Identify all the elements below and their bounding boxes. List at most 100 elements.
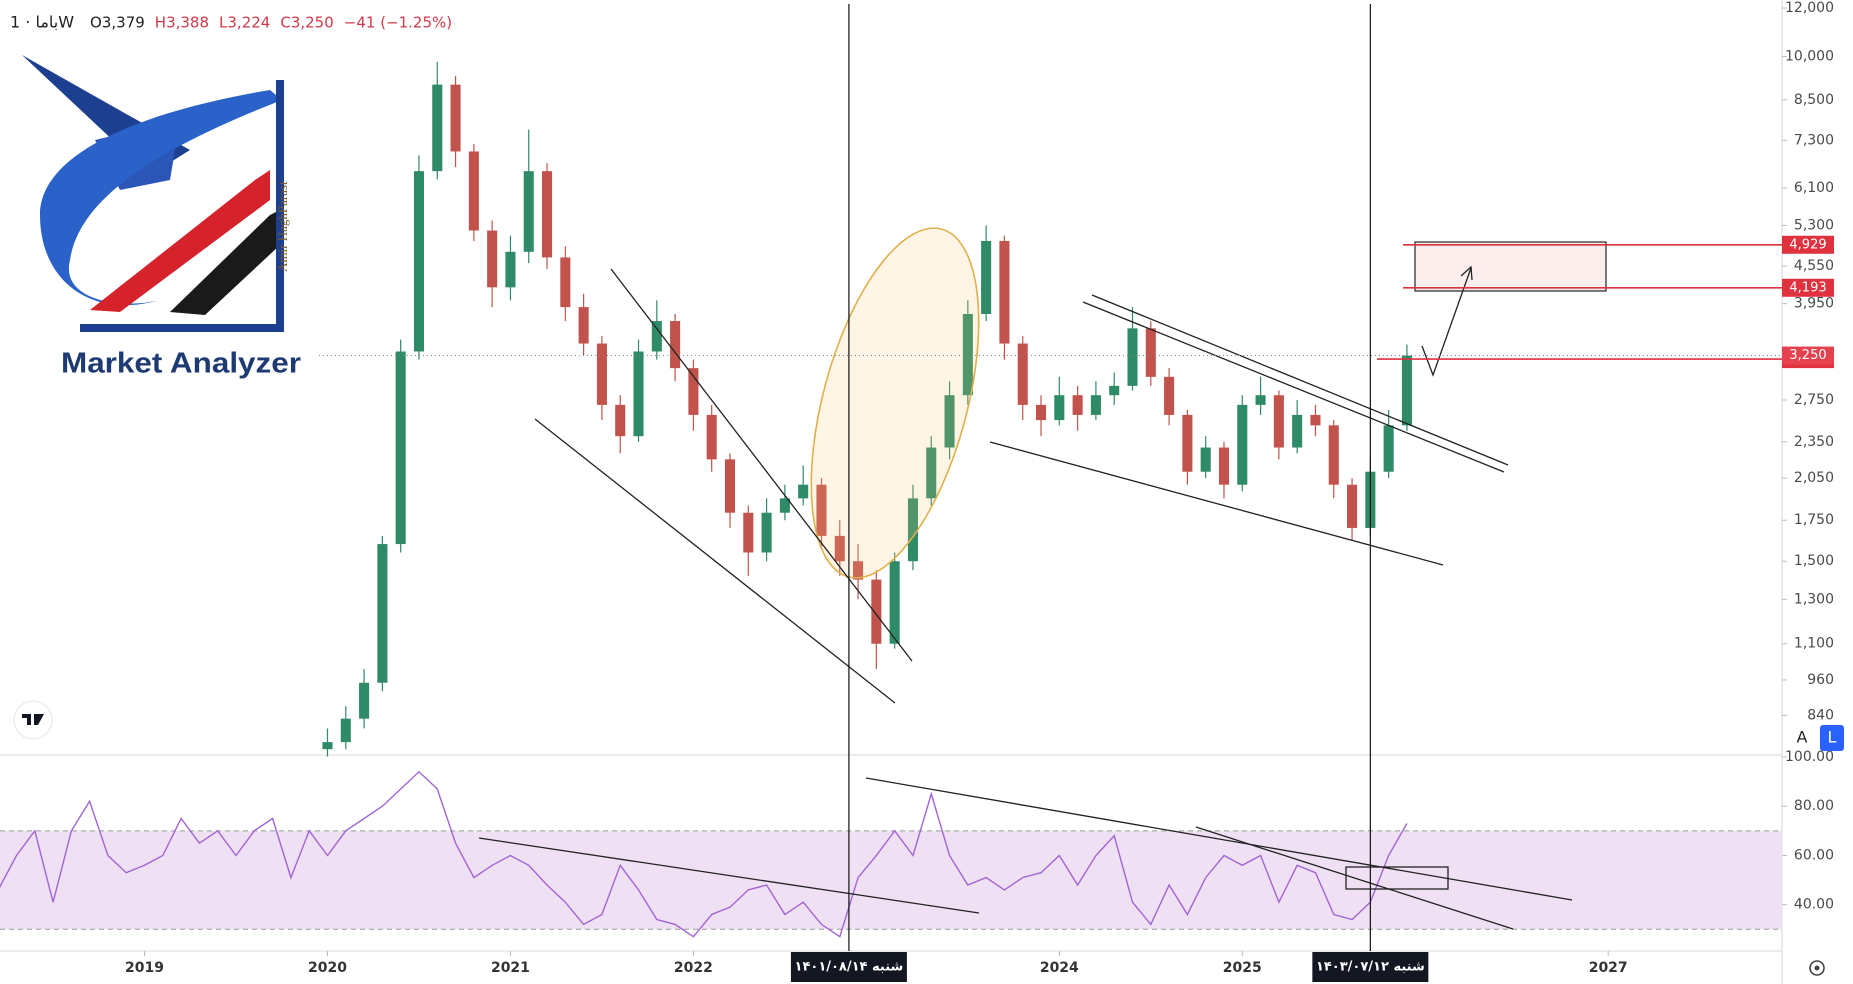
log-scale-button[interactable]: L	[1828, 728, 1837, 747]
candle-body	[523, 171, 534, 252]
x-tick-label: 2021	[491, 960, 530, 976]
candle-body	[1292, 414, 1303, 448]
rsi-band-layer	[0, 830, 1782, 930]
candle-body	[907, 498, 918, 562]
logo-stripe	[170, 210, 280, 315]
last-price-label: 3,250	[1789, 348, 1826, 363]
time-marker-bg	[790, 952, 907, 982]
rsi-trend-line	[1195, 826, 1514, 930]
projection-arrow	[1421, 267, 1472, 377]
highlight-ellipse	[810, 227, 980, 579]
rsi-band	[0, 830, 1782, 930]
rsi-tick-label: 100.00	[1785, 749, 1834, 765]
y-tick-label: 1,750	[1794, 512, 1834, 528]
candle-body	[871, 579, 882, 644]
candle-body	[889, 561, 900, 644]
x-tick-label: 2019	[125, 960, 164, 976]
time-marker-label: شنبه ۱۴۰۱/۰۸/۱۴	[795, 960, 904, 975]
candle-body	[560, 257, 571, 308]
candle-body	[615, 404, 626, 437]
candle-body	[450, 84, 461, 152]
y-tick-label: 12,000	[1785, 0, 1834, 16]
candle-body	[1200, 447, 1211, 472]
symbol-title: باما · 1W	[10, 13, 74, 32]
log-scale-button-bg[interactable]	[1820, 725, 1844, 751]
candle-body	[432, 84, 443, 172]
candle-body	[761, 512, 772, 553]
candle-body	[724, 459, 736, 513]
candle-body	[487, 230, 498, 288]
y-tick-label: 7,300	[1794, 132, 1834, 148]
price-label-bg	[1782, 235, 1834, 254]
x-tick-label: 2024	[1040, 960, 1079, 976]
legend-item: C3,250	[280, 14, 333, 32]
trend-line	[989, 441, 1444, 566]
auto-scale-button[interactable]: A	[1797, 728, 1808, 747]
candle-body	[1347, 484, 1358, 528]
rsi-line	[0, 770, 1408, 938]
trend-line	[534, 418, 896, 704]
settings-gear[interactable]	[1809, 960, 1825, 976]
x-tick-label: 2027	[1589, 960, 1628, 976]
candle-body	[1109, 385, 1120, 396]
y-tick-label: 4,550	[1794, 258, 1834, 274]
y-tick-label: 8,500	[1794, 92, 1834, 108]
ohlc-legend: O3,379 H3,388 L3,224 C3,250 −41 (−1.25%)	[90, 14, 452, 32]
candle-body	[1237, 404, 1248, 485]
candle-body	[1383, 425, 1394, 472]
candle-body	[962, 313, 973, 396]
candle-body	[1273, 395, 1284, 448]
candle-body	[1328, 425, 1339, 485]
candle-body	[413, 171, 425, 352]
candle-body	[798, 484, 809, 499]
price-label-bg	[1782, 278, 1834, 297]
candle-body	[596, 343, 607, 405]
candle-body	[359, 682, 370, 719]
price-label: 4,929	[1789, 237, 1826, 252]
rsi-trend-line	[865, 777, 1573, 901]
y-tick-label: 1,300	[1794, 591, 1834, 607]
candle-body	[542, 171, 553, 258]
rsi-tick-label: 40.00	[1794, 897, 1834, 913]
logo-signature: Amir HaghParast	[275, 181, 290, 272]
candle-body	[1072, 395, 1083, 415]
candle-body	[999, 240, 1010, 344]
trend-line	[610, 268, 913, 662]
y-tick-label: 1,500	[1794, 553, 1834, 569]
candle-body	[1035, 404, 1047, 421]
trend-line	[1082, 301, 1505, 473]
rsi-tick-label: 60.00	[1794, 847, 1834, 863]
candle-body	[816, 484, 827, 536]
logo-frame	[80, 80, 284, 332]
candle-body	[651, 321, 662, 352]
candle-body	[1255, 395, 1266, 405]
y-tick-label: 840	[1807, 707, 1834, 723]
candle-body	[1017, 343, 1028, 405]
rsi-tick-label: 80.00	[1794, 798, 1834, 814]
y-tick-label: 960	[1807, 672, 1834, 688]
candle-body	[706, 414, 717, 460]
legend-item: O3,379	[90, 14, 145, 32]
candle-body	[340, 718, 351, 743]
candle-body	[505, 251, 516, 288]
candle-body	[1054, 395, 1065, 421]
y-tick-label: 2,750	[1794, 392, 1834, 408]
trend-line	[1091, 294, 1509, 466]
tv-logo[interactable]	[13, 700, 53, 740]
candle-body	[853, 561, 864, 580]
y-tick-label: 1,100	[1794, 636, 1834, 652]
candle-body	[1401, 355, 1412, 426]
legend-item: −41 (−1.25%)	[344, 14, 452, 32]
y-tick-label: 6,100	[1794, 180, 1834, 196]
time-marker-label: شنبه ۱۴۰۳/۰۷/۱۲	[1316, 960, 1425, 975]
candle-body	[670, 321, 681, 369]
logo-stripe	[90, 170, 270, 312]
candle-body	[688, 368, 699, 415]
candle-body	[779, 498, 790, 513]
candle-body	[926, 447, 937, 499]
drawings	[478, 227, 1607, 930]
